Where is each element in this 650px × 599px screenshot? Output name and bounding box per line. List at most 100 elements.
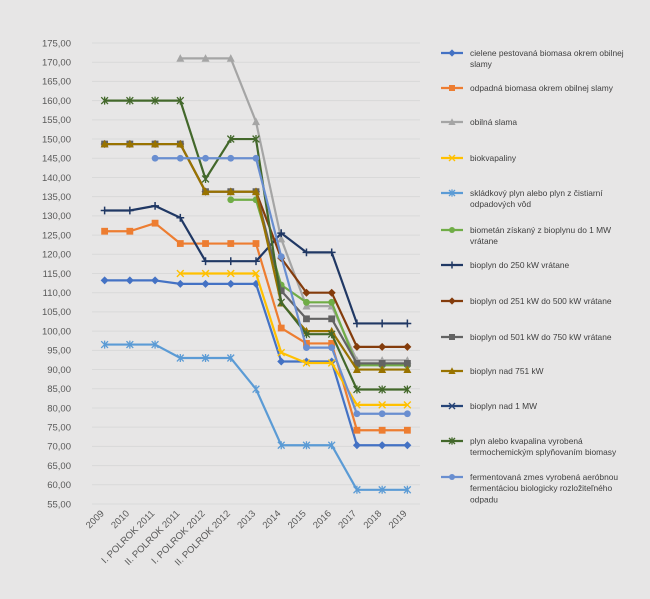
data-point — [176, 213, 185, 222]
data-point — [201, 187, 210, 196]
legend-label: skládkový plyn alebo plyn z čistiarní odp… — [470, 188, 603, 209]
data-point — [302, 359, 311, 367]
data-point — [176, 54, 185, 62]
y-tick-label: 80,00 — [47, 403, 71, 414]
y-tick-label: 145,00 — [42, 154, 71, 165]
data-point — [201, 279, 210, 288]
legend-item: bioplyn od 501 kW do 750 kW vrátane — [441, 332, 612, 342]
data-point — [378, 342, 387, 351]
series-group — [151, 154, 411, 418]
legend-item: odpadná biomasa okrem obilnej slamy — [441, 83, 614, 93]
legend-marker — [448, 118, 456, 125]
legend-label: bioplyn od 501 kW do 750 kW vrátane — [470, 332, 612, 342]
data-point — [277, 348, 286, 357]
y-tick-label: 120,00 — [42, 250, 71, 261]
data-point — [100, 139, 109, 148]
legend-label: biometán získaný z bioplynu do 1 MW vráta… — [470, 225, 611, 246]
data-point — [151, 201, 159, 210]
y-tick-label: 155,00 — [42, 115, 71, 126]
x-tick-label: 2016 — [311, 508, 334, 531]
legend-label: odpadná biomasa okrem obilnej slamy — [470, 83, 614, 93]
data-point — [226, 257, 235, 266]
data-point — [252, 240, 260, 247]
data-point — [277, 441, 286, 450]
data-point — [378, 365, 387, 373]
series-line — [180, 272, 408, 406]
data-point — [226, 279, 235, 288]
data-point — [277, 357, 286, 366]
legend-item: skládkový plyn alebo plyn z čistiarní odp… — [441, 188, 603, 209]
data-point — [252, 257, 260, 266]
x-tick-label: 2017 — [336, 508, 359, 531]
legend-item: plyn alebo kvapalina vyrobená termochemic… — [441, 436, 617, 457]
y-tick-label: 150,00 — [42, 134, 71, 145]
data-point — [302, 288, 311, 297]
legend-item: bioplyn nad 1 MW — [441, 401, 537, 411]
legend-marker — [448, 189, 456, 197]
legend-marker — [449, 85, 455, 91]
data-point — [403, 385, 412, 394]
data-point — [353, 410, 361, 418]
legend-label: bioplyn nad 1 MW — [470, 401, 537, 411]
data-point — [202, 240, 209, 247]
legend-label: biokvapaliny — [470, 153, 517, 163]
legend-item: bioplyn do 250 kW vrátane — [441, 260, 570, 270]
data-point — [252, 135, 260, 144]
y-tick-label: 160,00 — [42, 96, 71, 107]
data-point — [352, 342, 361, 351]
data-point — [378, 485, 387, 494]
data-point — [378, 319, 387, 328]
data-point — [403, 342, 412, 351]
data-point — [328, 298, 336, 306]
data-point — [176, 154, 184, 162]
legend-marker — [449, 227, 455, 233]
series-group — [176, 269, 412, 409]
series-line — [180, 57, 408, 362]
data-point — [226, 269, 235, 278]
data-point — [403, 400, 412, 409]
data-point — [252, 269, 260, 278]
legend-marker — [448, 49, 456, 57]
legend-marker — [449, 474, 455, 480]
legend-marker — [448, 367, 456, 374]
y-tick-label: 105,00 — [42, 307, 71, 318]
data-point — [226, 135, 235, 144]
data-point — [403, 485, 412, 494]
x-tick-label: 2013 — [235, 508, 258, 531]
data-point — [125, 276, 134, 285]
data-point — [378, 385, 387, 394]
data-point — [403, 319, 412, 328]
data-point — [403, 359, 411, 367]
series-group — [101, 219, 411, 434]
data-point — [327, 330, 336, 339]
legend-item: bioplyn nad 751 kW — [441, 366, 544, 376]
data-point — [353, 385, 361, 394]
x-tick-label: 2015 — [286, 508, 309, 531]
data-point — [327, 359, 336, 367]
series-group — [100, 276, 412, 450]
legend-item: fermentovaná zmes vyrobená aeróbnou ferme… — [441, 472, 618, 504]
legend-marker — [449, 334, 455, 340]
data-point — [378, 410, 386, 418]
data-point — [303, 344, 310, 352]
y-tick-label: 55,00 — [47, 499, 71, 510]
legend-label: bioplyn nad 751 kW — [470, 366, 544, 376]
y-tick-label: 175,00 — [42, 38, 71, 49]
legend-label: obilná slama — [470, 117, 517, 127]
data-point — [201, 269, 210, 278]
legend-label: bioplyn do 250 kW vrátane — [470, 260, 570, 270]
series-group — [100, 201, 412, 328]
x-tick-label: 2019 — [387, 508, 410, 531]
data-point — [151, 276, 160, 285]
y-tick-label: 100,00 — [42, 326, 71, 337]
data-point — [252, 154, 260, 162]
y-tick-label: 95,00 — [47, 346, 71, 357]
data-point — [328, 315, 336, 323]
series-group — [100, 96, 412, 394]
data-point — [176, 279, 185, 288]
data-point — [277, 234, 286, 243]
data-point — [125, 96, 134, 105]
legend-marker — [448, 261, 456, 269]
legend-label: cielene pestovaná biomasa okrem obilnej s… — [470, 48, 624, 69]
data-point — [151, 139, 160, 148]
